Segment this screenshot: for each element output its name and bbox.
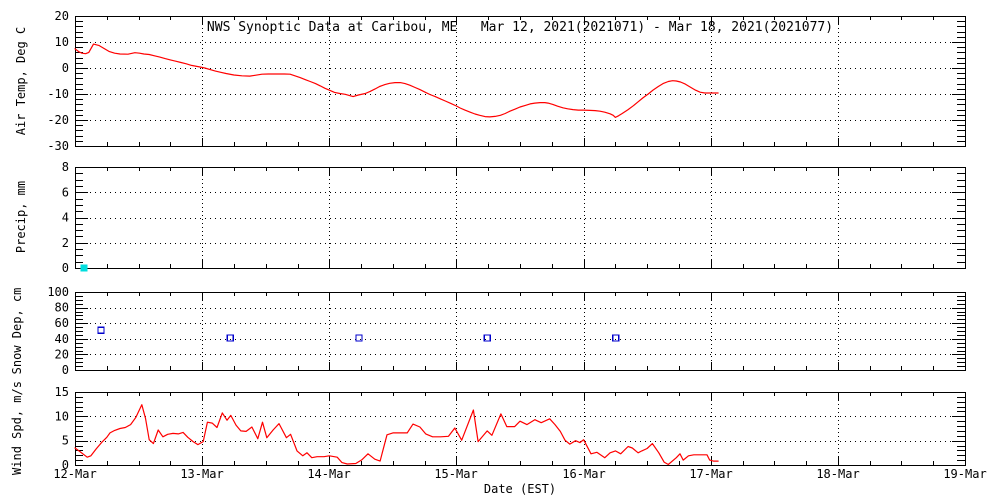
x-tick-label-17mar: 17-Mar [689, 467, 733, 481]
y-tick-label-air-temp: 0 [62, 61, 69, 75]
snow-depth-markers [483, 334, 491, 342]
y-tick-label-wind-speed: 10 [55, 409, 69, 423]
panel-box-wind-speed [75, 392, 966, 466]
y-tick-label-snow-depth: 60 [55, 316, 69, 330]
y-tick-label-precip: 6 [62, 185, 69, 199]
y-tick-label-air-temp: -10 [47, 87, 69, 101]
panel-box-air-temp [75, 16, 966, 147]
y-axis-label-wind-speed: Wind Spd, m/s [10, 381, 24, 475]
snow-depth-markers [612, 334, 620, 342]
panel-box-precip [75, 167, 966, 269]
y-tick-label-air-temp: 20 [55, 9, 69, 23]
y-axis-label-precip: Precip, mm [14, 180, 28, 254]
y-tick-label-air-temp: -30 [47, 139, 69, 153]
y-tick-label-precip: 4 [62, 211, 69, 225]
x-tick-label-18mar: 18-Mar [816, 467, 860, 481]
air-temp-line [74, 43, 719, 119]
snow-depth-markers [97, 326, 105, 334]
y-tick-label-wind-speed: 15 [55, 385, 69, 399]
y-tick-label-air-temp: -20 [47, 113, 69, 127]
x-tick-label-12mar: 12-Mar [53, 467, 97, 481]
y-tick-label-snow-depth: 100 [47, 285, 69, 299]
snow-depth-markers [355, 334, 363, 342]
x-axis-label: Date (EST) [483, 482, 557, 496]
y-axis-label-snow-depth: Snow Dep, cm [10, 287, 24, 375]
y-tick-label-snow-depth: 0 [62, 363, 69, 377]
y-tick-label-snow-depth: 20 [55, 347, 69, 361]
y-tick-label-snow-depth: 40 [55, 332, 69, 346]
x-tick-label-19mar: 19-Mar [943, 467, 987, 481]
wind-speed-line [74, 404, 719, 466]
y-tick-label-precip: 0 [62, 261, 69, 275]
chart-title: NWS Synoptic Data at Caribou, ME Mar 12,… [206, 20, 834, 35]
y-tick-label-snow-depth: 80 [55, 301, 69, 315]
snow-depth-markers [226, 334, 234, 342]
panel-box-snow-depth [75, 292, 966, 371]
y-tick-label-precip: 8 [62, 160, 69, 174]
y-tick-label-wind-speed: 0 [62, 458, 69, 472]
precip-markers [80, 264, 88, 272]
y-tick-label-wind-speed: 5 [62, 434, 69, 448]
y-tick-label-air-temp: 10 [55, 35, 69, 49]
x-tick-label-15mar: 15-Mar [434, 467, 478, 481]
x-tick-label-13mar: 13-Mar [180, 467, 224, 481]
x-tick-label-16mar: 16-Mar [562, 467, 606, 481]
y-axis-label-air-temp: Air Temp, Deg C [14, 26, 28, 136]
y-tick-label-precip: 2 [62, 236, 69, 250]
x-tick-label-14mar: 14-Mar [307, 467, 351, 481]
